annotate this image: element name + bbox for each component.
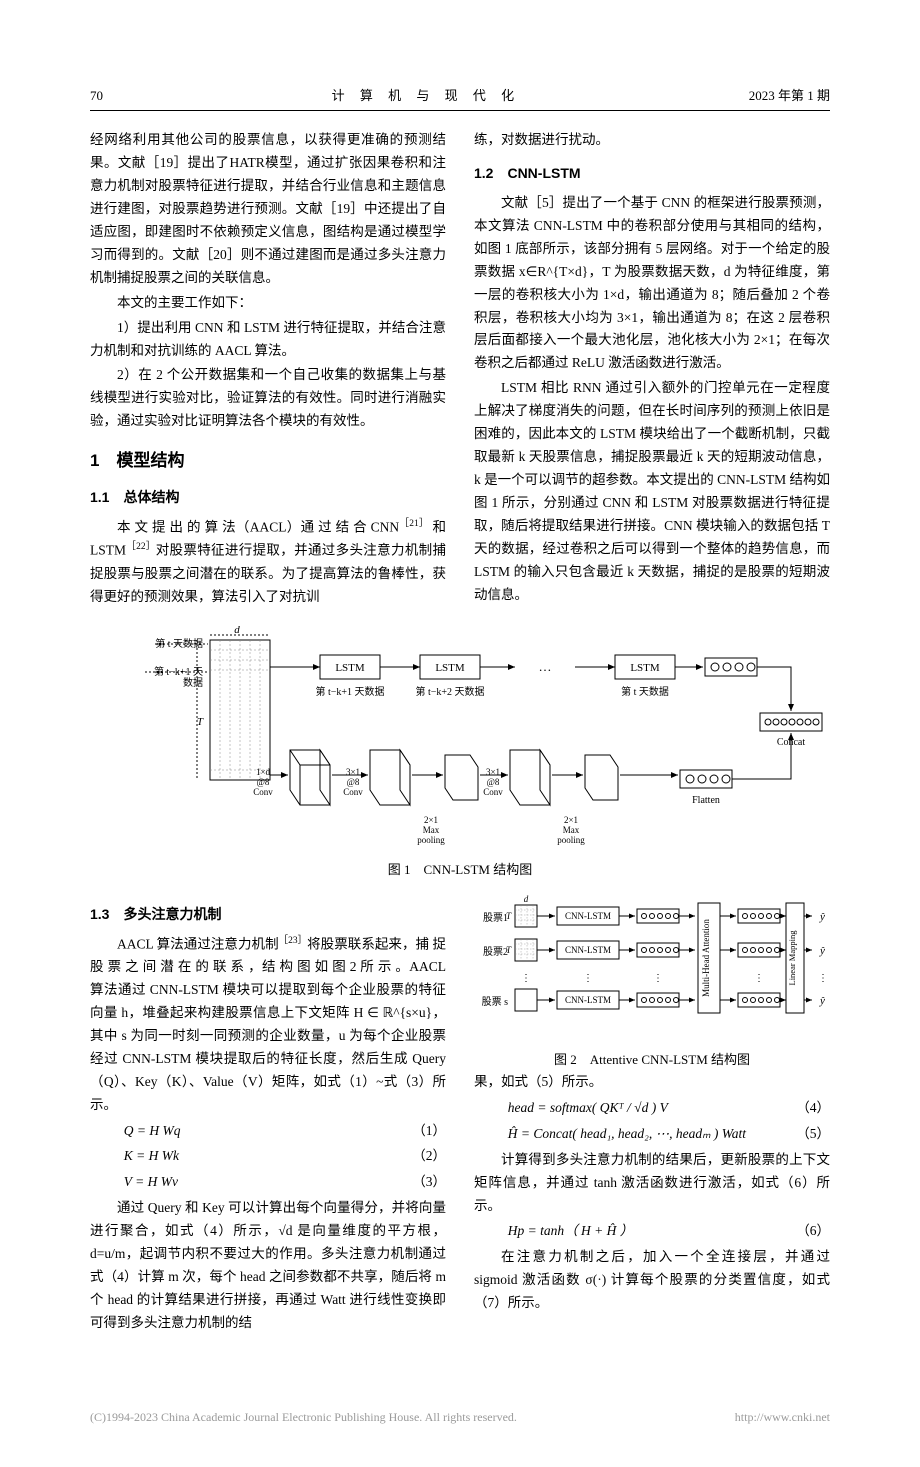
eq-body: Q = H Wq bbox=[124, 1120, 181, 1143]
svg-text:ŷ₁: ŷ₁ bbox=[819, 911, 825, 923]
left-column: 经网络利用其他公司的股票信息，以获得更准确的预测结果。文献［19］提出了HATR… bbox=[90, 129, 446, 611]
svg-text:T: T bbox=[505, 911, 511, 921]
text: 将股票联系起来，捕 捉 股 票 之 间 潜 在 的 联 系 ，结 构 图 如 图… bbox=[90, 936, 446, 1112]
lower-left-column: 1.3 多头注意力机制 AACL 算法通过注意力机制［23］将股票联系起来，捕 … bbox=[90, 893, 446, 1337]
issue-label: 2023 年第 1 期 bbox=[749, 85, 830, 107]
citation: ［22］ bbox=[126, 542, 156, 552]
svg-text:Linear Mapping: Linear Mapping bbox=[787, 930, 797, 986]
para: 本 文 提 出 的 算 法（AACL）通 过 结 合 CNN［21］ 和 LST… bbox=[90, 516, 446, 609]
citation: ［21］ bbox=[399, 519, 429, 529]
svg-text:股票1: 股票1 bbox=[483, 912, 508, 924]
fig1-caption: 图 1 CNN-LSTM 结构图 bbox=[90, 859, 830, 881]
equation-6: Hp = tanh（ H + Ĥ ） （6） bbox=[474, 1220, 830, 1243]
svg-text:3×1@8Conv: 3×1@8Conv bbox=[343, 767, 363, 797]
para: 在注意力机制之后，加入一个全连接层，并通过 sigmoid 激活函数 σ(·) … bbox=[474, 1246, 830, 1315]
eq-number: （5） bbox=[796, 1123, 830, 1146]
upper-columns: 经网络利用其他公司的股票信息，以获得更准确的预测结果。文献［19］提出了HATR… bbox=[90, 129, 830, 611]
text: AACL 算法通过注意力机制 bbox=[117, 936, 279, 951]
svg-text:第 t−k+2 天数据: 第 t−k+2 天数据 bbox=[415, 685, 484, 698]
svg-text:2×1Maxpooling: 2×1Maxpooling bbox=[417, 815, 445, 845]
svg-text:第 t 天数据: 第 t 天数据 bbox=[621, 685, 669, 698]
text: 本 文 提 出 的 算 法（AACL）通 过 结 合 CNN bbox=[117, 519, 399, 534]
svg-text:2×1Maxpooling: 2×1Maxpooling bbox=[557, 815, 585, 845]
svg-text:Flatten: Flatten bbox=[692, 795, 720, 806]
eq-body: V = H Wv bbox=[124, 1171, 178, 1194]
svg-text:LSTM: LSTM bbox=[435, 662, 465, 674]
svg-text:⋮: ⋮ bbox=[653, 973, 663, 984]
para: 计算得到多头注意力机制的结果后，更新股票的上下文矩阵信息，并通过 tanh 激活… bbox=[474, 1149, 830, 1218]
subsection-heading: 1.3 多头注意力机制 bbox=[90, 903, 446, 927]
svg-text:CNN-LSTM: CNN-LSTM bbox=[564, 911, 610, 921]
svg-text:CNN-LSTM: CNN-LSTM bbox=[564, 995, 610, 1005]
eq-body: K = H Wk bbox=[124, 1145, 179, 1168]
svg-text:ŷₛ: ŷₛ bbox=[819, 995, 825, 1007]
eq-number: （6） bbox=[796, 1220, 830, 1243]
right-column: 练，对数据进行扰动。 1.2 CNN-LSTM 文献［5］提出了一个基于 CNN… bbox=[474, 129, 830, 611]
eq-number: （2） bbox=[412, 1145, 446, 1168]
svg-text:CNN-LSTM: CNN-LSTM bbox=[564, 945, 610, 955]
copyright-text: (C)1994-2023 China Academic Journal Elec… bbox=[90, 1407, 517, 1427]
eq-number: （4） bbox=[796, 1097, 830, 1120]
figure-2: 股票1 T d CNN-LSTM 股票2 bbox=[474, 893, 830, 1071]
para: 2）在 2 个公开数据集和一个自己收集的数据集上与基线模型进行实验对比，验证算法… bbox=[90, 364, 446, 433]
equation-2: K = H Wk （2） bbox=[90, 1145, 446, 1168]
svg-text:T: T bbox=[197, 716, 204, 728]
svg-text:3×1@8Conv: 3×1@8Conv bbox=[483, 767, 503, 797]
page-footer: (C)1994-2023 China Academic Journal Elec… bbox=[90, 1407, 830, 1427]
eq-body: Hp = tanh（ H + Ĥ ） bbox=[508, 1220, 633, 1243]
svg-text:第 t−k+1 天数据: 第 t−k+1 天数据 bbox=[315, 685, 384, 698]
svg-text:⋮: ⋮ bbox=[818, 973, 825, 984]
svg-text:d: d bbox=[234, 625, 240, 636]
para: 文献［5］提出了一个基于 CNN 的框架进行股票预测，本文算法 CNN-LSTM… bbox=[474, 192, 830, 376]
svg-text:LSTM: LSTM bbox=[630, 662, 660, 674]
svg-text:第 t−k+1 天数据: 第 t−k+1 天数据 bbox=[154, 665, 203, 689]
equation-5: Ĥ = Concat( head₁, head₂, ⋯, headₘ ) Wat… bbox=[474, 1123, 830, 1146]
para: 本文的主要工作如下： bbox=[90, 292, 446, 315]
eq-body: head = softmax( QKᵀ / √d ) V bbox=[508, 1097, 668, 1120]
svg-text:…: … bbox=[539, 659, 552, 674]
svg-text:LSTM: LSTM bbox=[335, 662, 365, 674]
para: 果，如式（5）所示。 bbox=[474, 1071, 830, 1094]
eq-number: （3） bbox=[412, 1171, 446, 1194]
page-number: 70 bbox=[90, 85, 103, 107]
lower-right-column: 股票1 T d CNN-LSTM 股票2 bbox=[474, 893, 830, 1337]
eq-body: Ĥ = Concat( head₁, head₂, ⋯, headₘ ) Wat… bbox=[508, 1123, 746, 1146]
figure-1: d 第 t 天数据 第 t−k+1 天数据 T LSTM LSTM LSTM … bbox=[90, 625, 830, 881]
svg-text:⋮: ⋮ bbox=[583, 973, 593, 984]
svg-text:Multi-Head Attention: Multi-Head Attention bbox=[701, 918, 711, 996]
equation-3: V = H Wv （3） bbox=[90, 1171, 446, 1194]
page-header: 70 计 算 机 与 现 代 化 2023 年第 1 期 bbox=[90, 85, 830, 111]
svg-text:ŷ₂: ŷ₂ bbox=[819, 945, 825, 957]
eq-number: （1） bbox=[412, 1120, 446, 1143]
footer-url: http://www.cnki.net bbox=[735, 1407, 830, 1427]
svg-text:d: d bbox=[523, 894, 528, 904]
para: 1）提出利用 CNN 和 LSTM 进行特征提取，并结合注意力机制和对抗训练的 … bbox=[90, 317, 446, 363]
subsection-heading: 1.2 CNN-LSTM bbox=[474, 162, 830, 186]
fig2-caption: 图 2 Attentive CNN-LSTM 结构图 bbox=[474, 1049, 830, 1071]
svg-text:股票 s: 股票 s bbox=[481, 996, 507, 1008]
section-heading: 1 模型结构 bbox=[90, 447, 446, 476]
subsection-heading: 1.1 总体结构 bbox=[90, 486, 446, 510]
svg-text:⋮: ⋮ bbox=[754, 973, 764, 984]
journal-name: 计 算 机 与 现 代 化 bbox=[332, 85, 521, 107]
citation: ［23］ bbox=[279, 936, 307, 946]
equation-4: head = softmax( QKᵀ / √d ) V （4） bbox=[474, 1097, 830, 1120]
svg-text:T: T bbox=[505, 945, 511, 955]
svg-text:⋮: ⋮ bbox=[521, 973, 531, 984]
para: 通过 Query 和 Key 可以计算出每个向量得分，并将向量进行聚合，如式（4… bbox=[90, 1197, 446, 1335]
para: 经网络利用其他公司的股票信息，以获得更准确的预测结果。文献［19］提出了HATR… bbox=[90, 129, 446, 290]
para: AACL 算法通过注意力机制［23］将股票联系起来，捕 捉 股 票 之 间 潜 … bbox=[90, 933, 446, 1117]
equation-1: Q = H Wq （1） bbox=[90, 1120, 446, 1143]
lower-columns: 1.3 多头注意力机制 AACL 算法通过注意力机制［23］将股票联系起来，捕 … bbox=[90, 893, 830, 1337]
fig2-svg: 股票1 T d CNN-LSTM 股票2 bbox=[480, 893, 825, 1043]
fig1-svg: d 第 t 天数据 第 t−k+1 天数据 T LSTM LSTM LSTM … bbox=[95, 625, 825, 845]
para: LSTM 相比 RNN 通过引入额外的门控单元在一定程度上解决了梯度消失的问题，… bbox=[474, 377, 830, 606]
svg-text:股票2: 股票2 bbox=[483, 946, 508, 958]
para: 练，对数据进行扰动。 bbox=[474, 129, 830, 152]
